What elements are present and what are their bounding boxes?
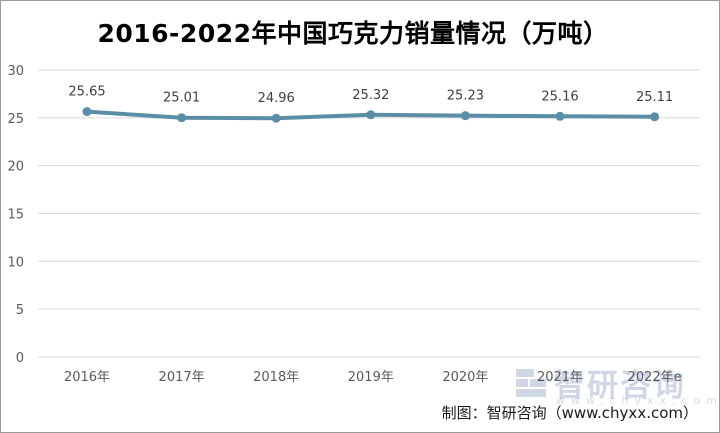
data-label: 25.11 xyxy=(636,90,673,105)
x-tick-label: 2018年 xyxy=(253,370,299,385)
source-note: 制图：智研咨询（www.chyxx.com） xyxy=(441,404,698,422)
data-point xyxy=(366,110,376,120)
y-axis-ticks: 0 5 10 15 20 25 30 xyxy=(7,64,24,366)
watermark: 智研咨询 xyxy=(514,360,686,405)
data-label: 24.96 xyxy=(258,91,295,106)
data-point xyxy=(271,113,281,123)
data-label: 25.23 xyxy=(447,89,484,104)
data-point xyxy=(555,111,565,121)
y-tick-label-15: 15 xyxy=(7,208,24,223)
x-tick-label: 2022年e xyxy=(628,370,682,385)
data-point xyxy=(82,107,92,117)
watermark-url: www.chyxx.com xyxy=(556,394,720,407)
y-tick-label-10: 10 xyxy=(7,255,24,270)
y-tick-label-20: 20 xyxy=(7,160,24,175)
x-tick-label: 2017年 xyxy=(159,370,205,385)
x-tick-label: 2021年 xyxy=(537,370,583,385)
data-point xyxy=(460,111,470,121)
data-label: 25.32 xyxy=(352,88,389,103)
y-tick-label-0: 0 xyxy=(16,351,24,366)
x-axis-ticks: 2016年 2017年 2018年 2019年 2020年 2021年 2022年e xyxy=(64,370,682,385)
chart-title: 2016-2022年中国巧克力销量情况（万吨） xyxy=(97,19,609,48)
data-labels: 25.65 25.01 24.96 25.32 25.23 25.16 25.11 xyxy=(68,85,673,107)
y-tick-label-30: 30 xyxy=(7,64,24,79)
y-tick-label-25: 25 xyxy=(7,112,24,127)
y-tick-label-5: 5 xyxy=(16,303,24,318)
data-label: 25.65 xyxy=(68,85,105,100)
watermark-text: 智研咨询 xyxy=(554,368,686,404)
data-points xyxy=(82,107,660,123)
data-point xyxy=(650,112,660,122)
data-label: 25.16 xyxy=(541,89,578,104)
x-tick-label: 2016年 xyxy=(64,370,110,385)
x-tick-label: 2019年 xyxy=(348,370,394,385)
data-label: 25.01 xyxy=(163,91,200,106)
x-tick-label: 2020年 xyxy=(442,370,488,385)
watermark-logo-icon xyxy=(516,368,546,397)
data-point xyxy=(177,113,187,123)
